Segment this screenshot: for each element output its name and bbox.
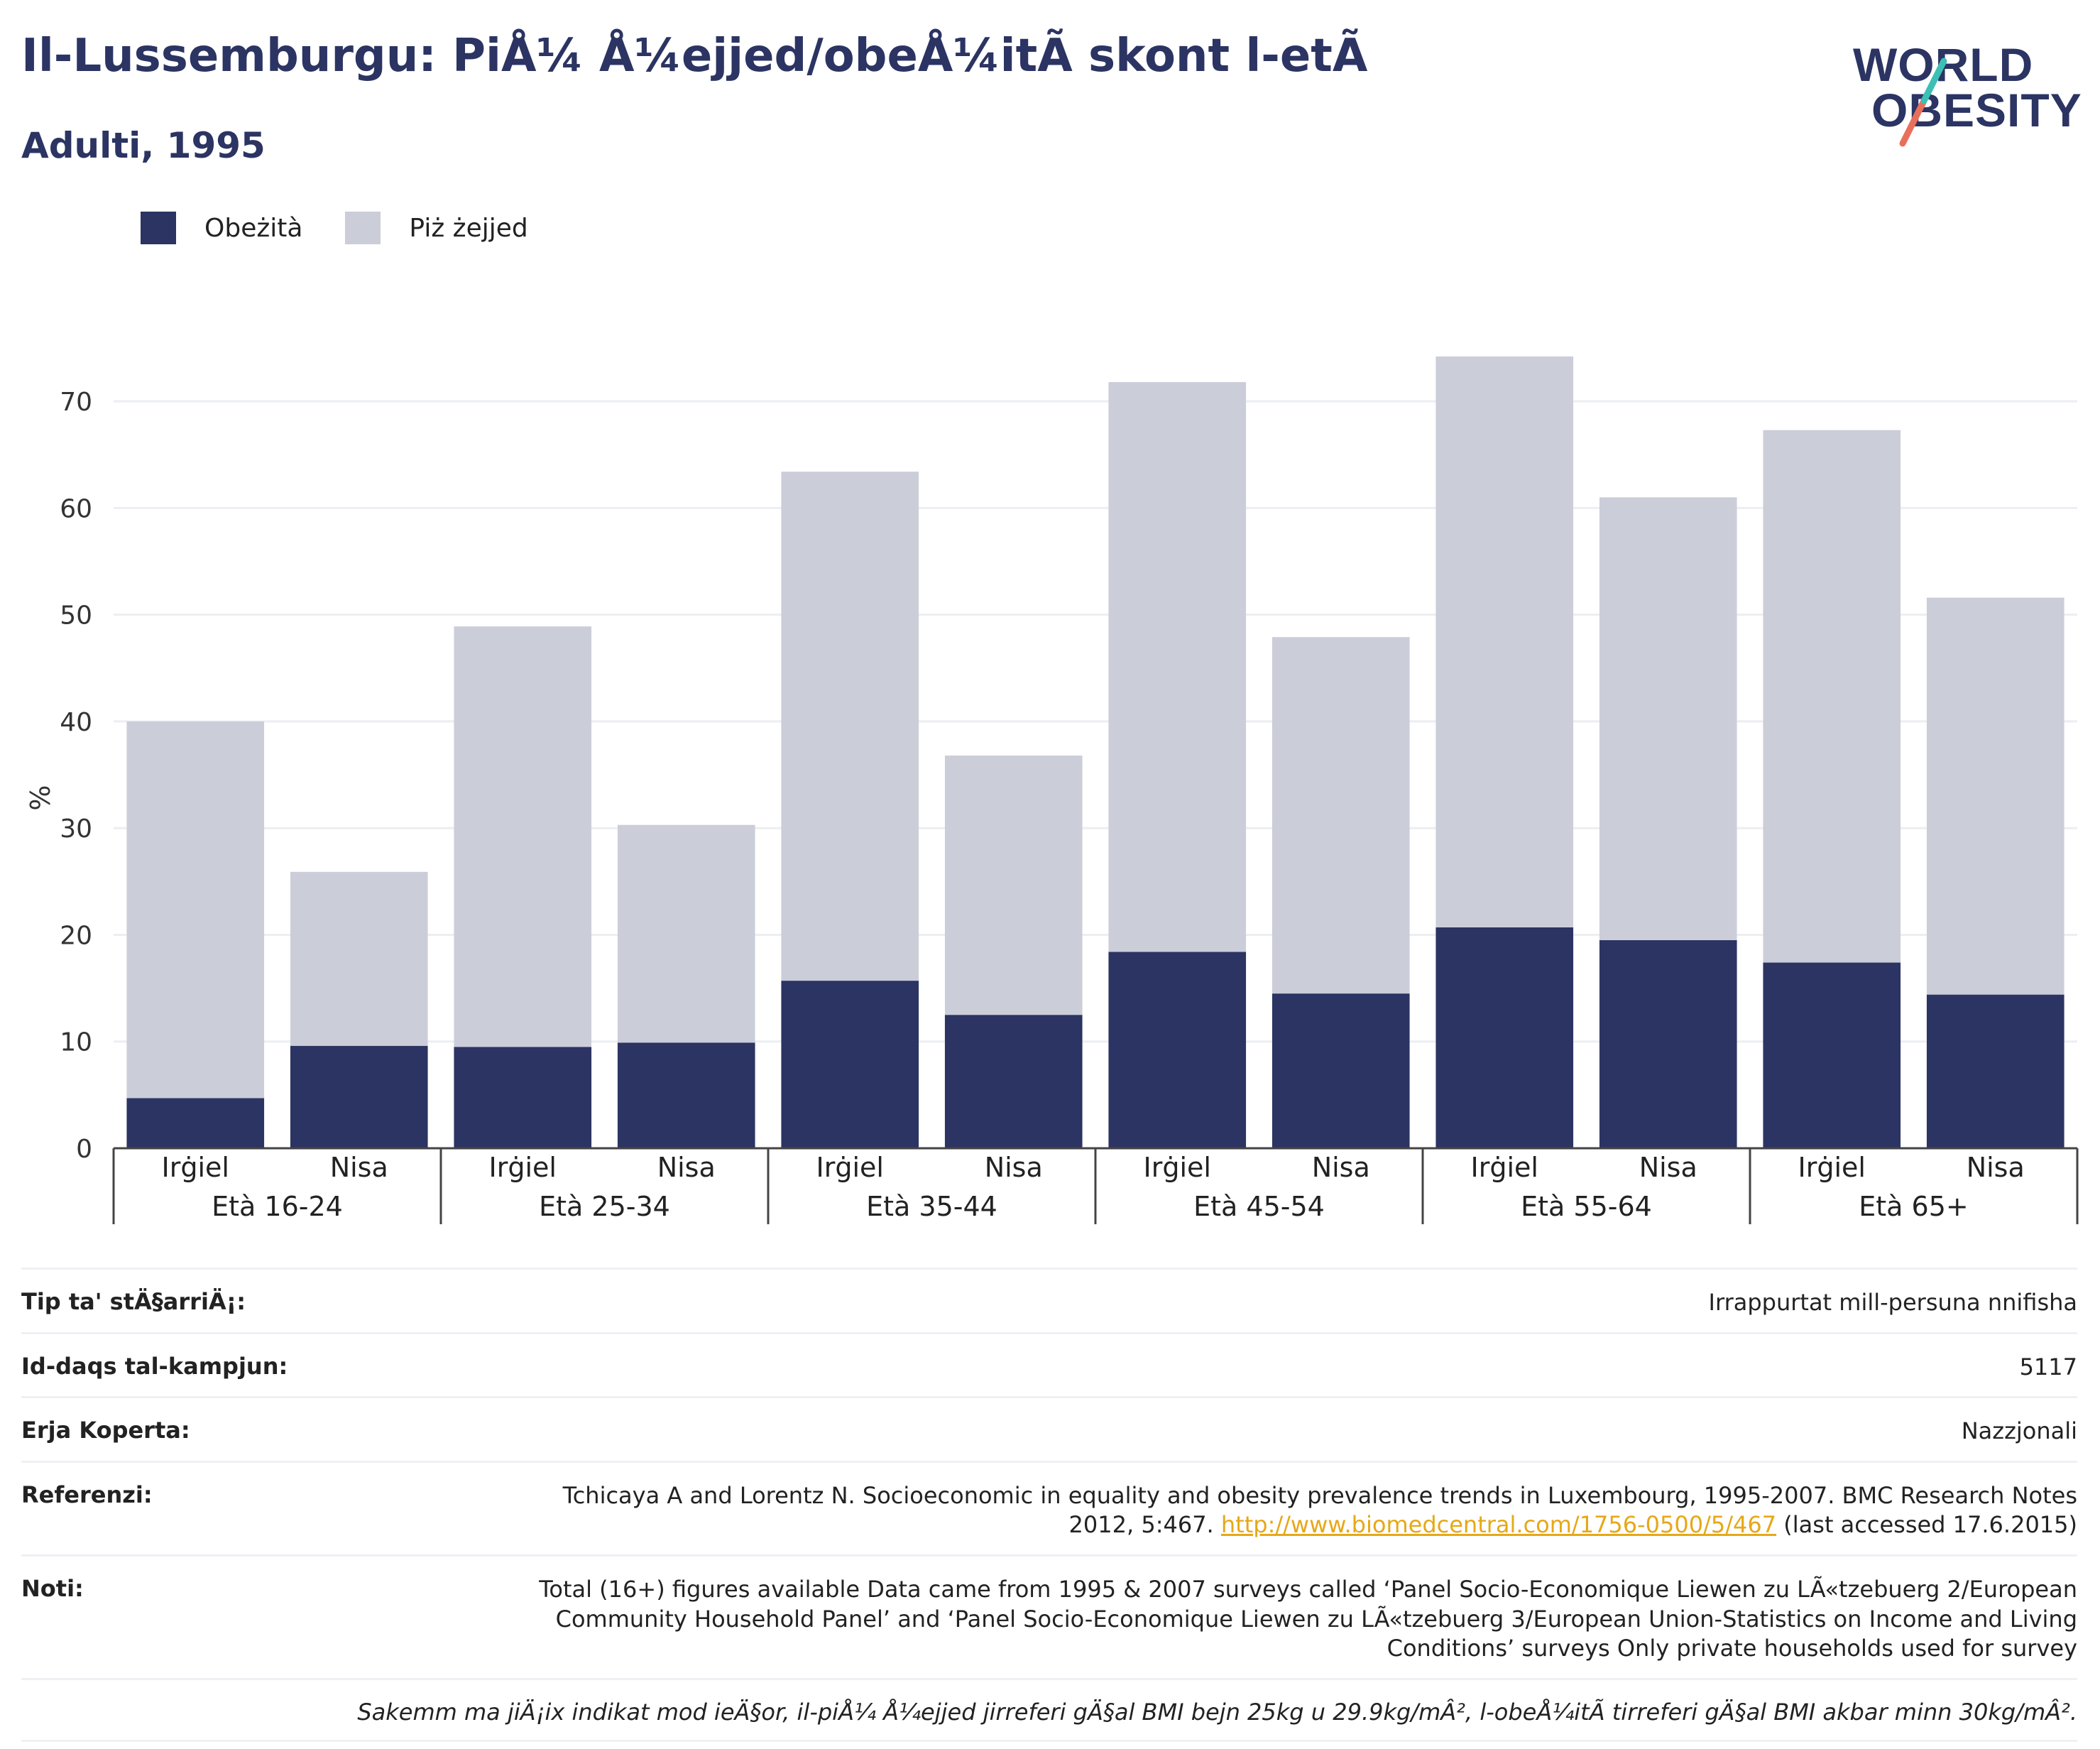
bar-chart: 0 10 20 30 40 50 60 70% Irġiel Nisa Irġiel Nisa Irġi… — [25, 356, 2079, 1224]
group-label: Età 55-64 — [1521, 1191, 1652, 1222]
x-tick-label: Irġiel — [1471, 1152, 1538, 1183]
chart-subtitle: Adulti, 1995 — [21, 125, 266, 166]
survey-type-label: Tip ta' stÄ§arriÄ¡: — [21, 1288, 246, 1315]
bar-overweight — [1435, 356, 1574, 927]
notes-label: Noti: — [21, 1574, 84, 1602]
bar-overweight — [1108, 382, 1247, 952]
x-tick-label: Irġiel — [1144, 1152, 1211, 1183]
bar-obese — [617, 1042, 755, 1148]
group-label: Età 45-54 — [1193, 1191, 1325, 1222]
y-tick-label: 0 — [76, 1135, 92, 1164]
legend-swatch-obese — [141, 212, 176, 244]
x-tick-label: Nisa — [1312, 1152, 1370, 1183]
group-label: Età 35-44 — [866, 1191, 997, 1222]
meta-row-notes: Noti: Total (16+) figures available Data… — [21, 1554, 2077, 1678]
group-label: Età 16-24 — [212, 1191, 343, 1222]
chart-title: Il-Lussemburgu: PiÅ¼ Å¼ejjed/obeÅ¼itÃ sk… — [21, 30, 1368, 82]
meta-row-survey-type: Tip ta' stÄ§arriÄ¡: Irrappurtat mill-per… — [21, 1268, 2077, 1332]
legend-swatch-overweight — [345, 212, 381, 244]
bar-obese — [1108, 952, 1247, 1148]
y-tick-label: 40 — [60, 708, 92, 737]
area-label: Erja Koperta: — [21, 1417, 190, 1444]
references-value: Tchicaya A and Lorentz N. Socioeconomic … — [515, 1481, 2077, 1540]
y-tick-label: 60 — [60, 494, 92, 523]
reference-link[interactable]: http://www.biomedcentral.com/1756-0500/5… — [1220, 1511, 1777, 1539]
legend-label-obese: Obeżità — [204, 213, 303, 243]
y-axis-label: % — [25, 785, 56, 810]
y-tick-label: 50 — [60, 601, 92, 631]
bar-obese — [1435, 927, 1574, 1148]
legend-item-overweight[interactable]: Piż żejjed — [345, 212, 528, 244]
logo-slash-icon — [1899, 58, 1947, 147]
bar-overweight — [1763, 430, 1901, 963]
group-label: Età 25-34 — [539, 1191, 670, 1222]
survey-type-value: Irrappurtat mill-persuna nnifisha — [1708, 1289, 2077, 1316]
area-value: Nazzjonali — [1961, 1417, 2077, 1445]
x-tick-label: Nisa — [1639, 1152, 1697, 1183]
legend-item-obese[interactable]: Obeżità — [141, 212, 302, 244]
bar-obese — [454, 1047, 592, 1148]
bar-overweight — [454, 626, 592, 1047]
x-tick-label: Irġiel — [489, 1152, 557, 1183]
bar-obese — [781, 981, 919, 1148]
meta-row-area: Erja Koperta: Nazzjonali — [21, 1396, 2077, 1461]
y-tick-label: 70 — [60, 388, 92, 417]
logo-line-2: OBESITY — [1871, 84, 2082, 136]
metadata-table: Tip ta' stÄ§arriÄ¡: Irrappurtat mill-per… — [21, 1268, 2077, 1742]
x-tick-label: Nisa — [1967, 1152, 2025, 1183]
sample-size-value: 5117 — [2019, 1353, 2077, 1380]
x-tick-label: Nisa — [330, 1152, 388, 1183]
x-tick-label: Nisa — [657, 1152, 716, 1183]
x-tick-label: Nisa — [985, 1152, 1043, 1183]
bar-obese — [1599, 939, 1737, 1148]
meta-row-sample-size: Id-daqs tal-kampjun: 5117 — [21, 1331, 2077, 1397]
bar-overweight — [126, 721, 265, 1099]
x-tick-label: Irġiel — [816, 1152, 884, 1183]
reference-text: Tchicaya A and Lorentz N. Socioeconomic … — [562, 1481, 2077, 1539]
bar-overweight — [290, 871, 428, 1046]
y-tick-label: 10 — [60, 1028, 92, 1057]
y-tick-label: 30 — [60, 814, 92, 844]
sample-size-label: Id-daqs tal-kampjun: — [21, 1352, 288, 1380]
bar-overweight — [1599, 497, 1737, 940]
legend-label-overweight: Piż żejjed — [409, 213, 528, 243]
x-tick-label: Irġiel — [1798, 1152, 1866, 1183]
x-tick-label: Irġiel — [162, 1152, 229, 1183]
references-label: Referenzi: — [21, 1481, 153, 1508]
bmi-footnote: Sakemm ma jiÄ¡ix indikat mod ieÄ§or, il-… — [21, 1677, 2077, 1742]
reference-suffix: (last accessed 17.6.2015) — [1783, 1511, 2077, 1539]
y-tick-label: 20 — [60, 921, 92, 950]
chart-legend: Obeżità Piż żejjed — [141, 212, 571, 244]
meta-row-references: Referenzi: Tchicaya A and Lorentz N. Soc… — [21, 1460, 2077, 1554]
bar-obese — [1763, 962, 1901, 1148]
bar-obese — [944, 1015, 1083, 1148]
bar-obese — [126, 1098, 265, 1148]
group-label: Età 65+ — [1859, 1191, 1968, 1222]
bar-overweight — [1926, 597, 2065, 995]
bar-overweight — [944, 756, 1083, 1015]
world-obesity-logo: WORLD OBESITY — [1853, 36, 2082, 156]
notes-value: Total (16+) figures available Data came … — [539, 1575, 2077, 1662]
bar-obese — [1926, 994, 2065, 1148]
bar-overweight — [1272, 637, 1410, 994]
bar-obese — [1272, 993, 1410, 1148]
bar-obese — [290, 1045, 428, 1148]
bar-overweight — [781, 472, 919, 981]
bar-overweight — [617, 824, 755, 1043]
